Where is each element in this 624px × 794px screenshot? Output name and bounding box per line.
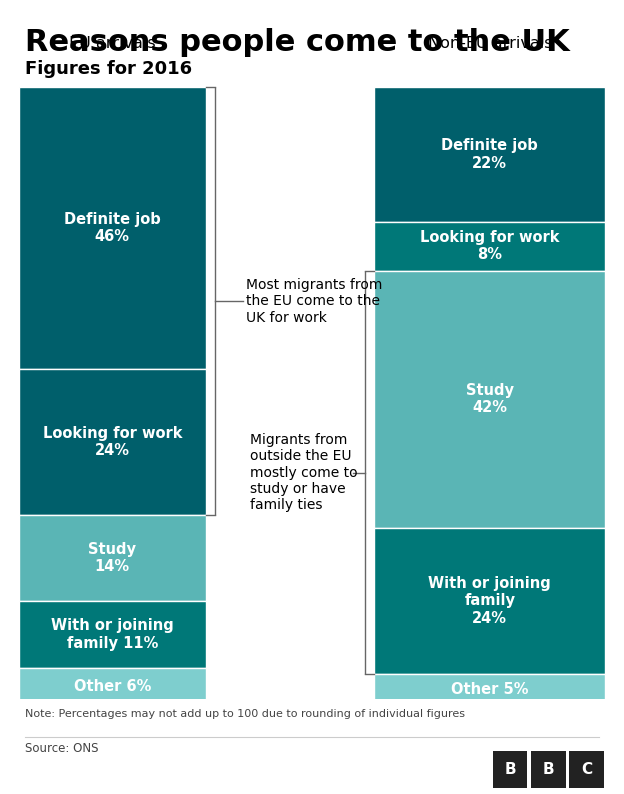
Bar — [493, 751, 527, 788]
Text: B: B — [504, 762, 516, 777]
Text: Looking for work
24%: Looking for work 24% — [42, 426, 182, 458]
Text: C: C — [581, 762, 592, 777]
Bar — [19, 669, 206, 705]
Text: Figures for 2016: Figures for 2016 — [25, 60, 192, 78]
Bar — [374, 87, 605, 222]
Text: Other 6%: Other 6% — [74, 679, 151, 694]
Bar — [374, 674, 605, 705]
Text: Definite job
46%: Definite job 46% — [64, 212, 161, 245]
Bar — [374, 527, 605, 674]
Bar — [374, 222, 605, 271]
Text: Non-EU arrivals: Non-EU arrivals — [427, 36, 552, 51]
Text: Note: Percentages may not add up to 100 due to rounding of individual figures: Note: Percentages may not add up to 100 … — [25, 709, 465, 719]
Bar — [19, 368, 206, 515]
Bar — [531, 751, 565, 788]
Text: B: B — [542, 762, 554, 777]
Text: Most migrants from
the EU come to the
UK for work: Most migrants from the EU come to the UK… — [246, 278, 383, 325]
Text: With or joining
family
24%: With or joining family 24% — [429, 576, 551, 626]
Bar — [19, 87, 206, 368]
Text: EU arrivals: EU arrivals — [69, 36, 155, 51]
Text: Looking for work
8%: Looking for work 8% — [420, 230, 560, 263]
Text: Study
14%: Study 14% — [89, 542, 136, 574]
Bar — [19, 601, 206, 669]
Bar — [569, 751, 604, 788]
Text: Definite job
22%: Definite job 22% — [441, 138, 539, 171]
Text: Migrants from
outside the EU
mostly come to
study or have
family ties: Migrants from outside the EU mostly come… — [250, 433, 357, 512]
Text: Study
42%: Study 42% — [466, 383, 514, 415]
Text: Other 5%: Other 5% — [451, 682, 529, 697]
Text: Reasons people come to the UK: Reasons people come to the UK — [25, 28, 570, 57]
Text: Source: ONS: Source: ONS — [25, 742, 99, 755]
Text: With or joining
family 11%: With or joining family 11% — [51, 619, 173, 651]
Bar — [374, 271, 605, 527]
Bar — [19, 515, 206, 601]
